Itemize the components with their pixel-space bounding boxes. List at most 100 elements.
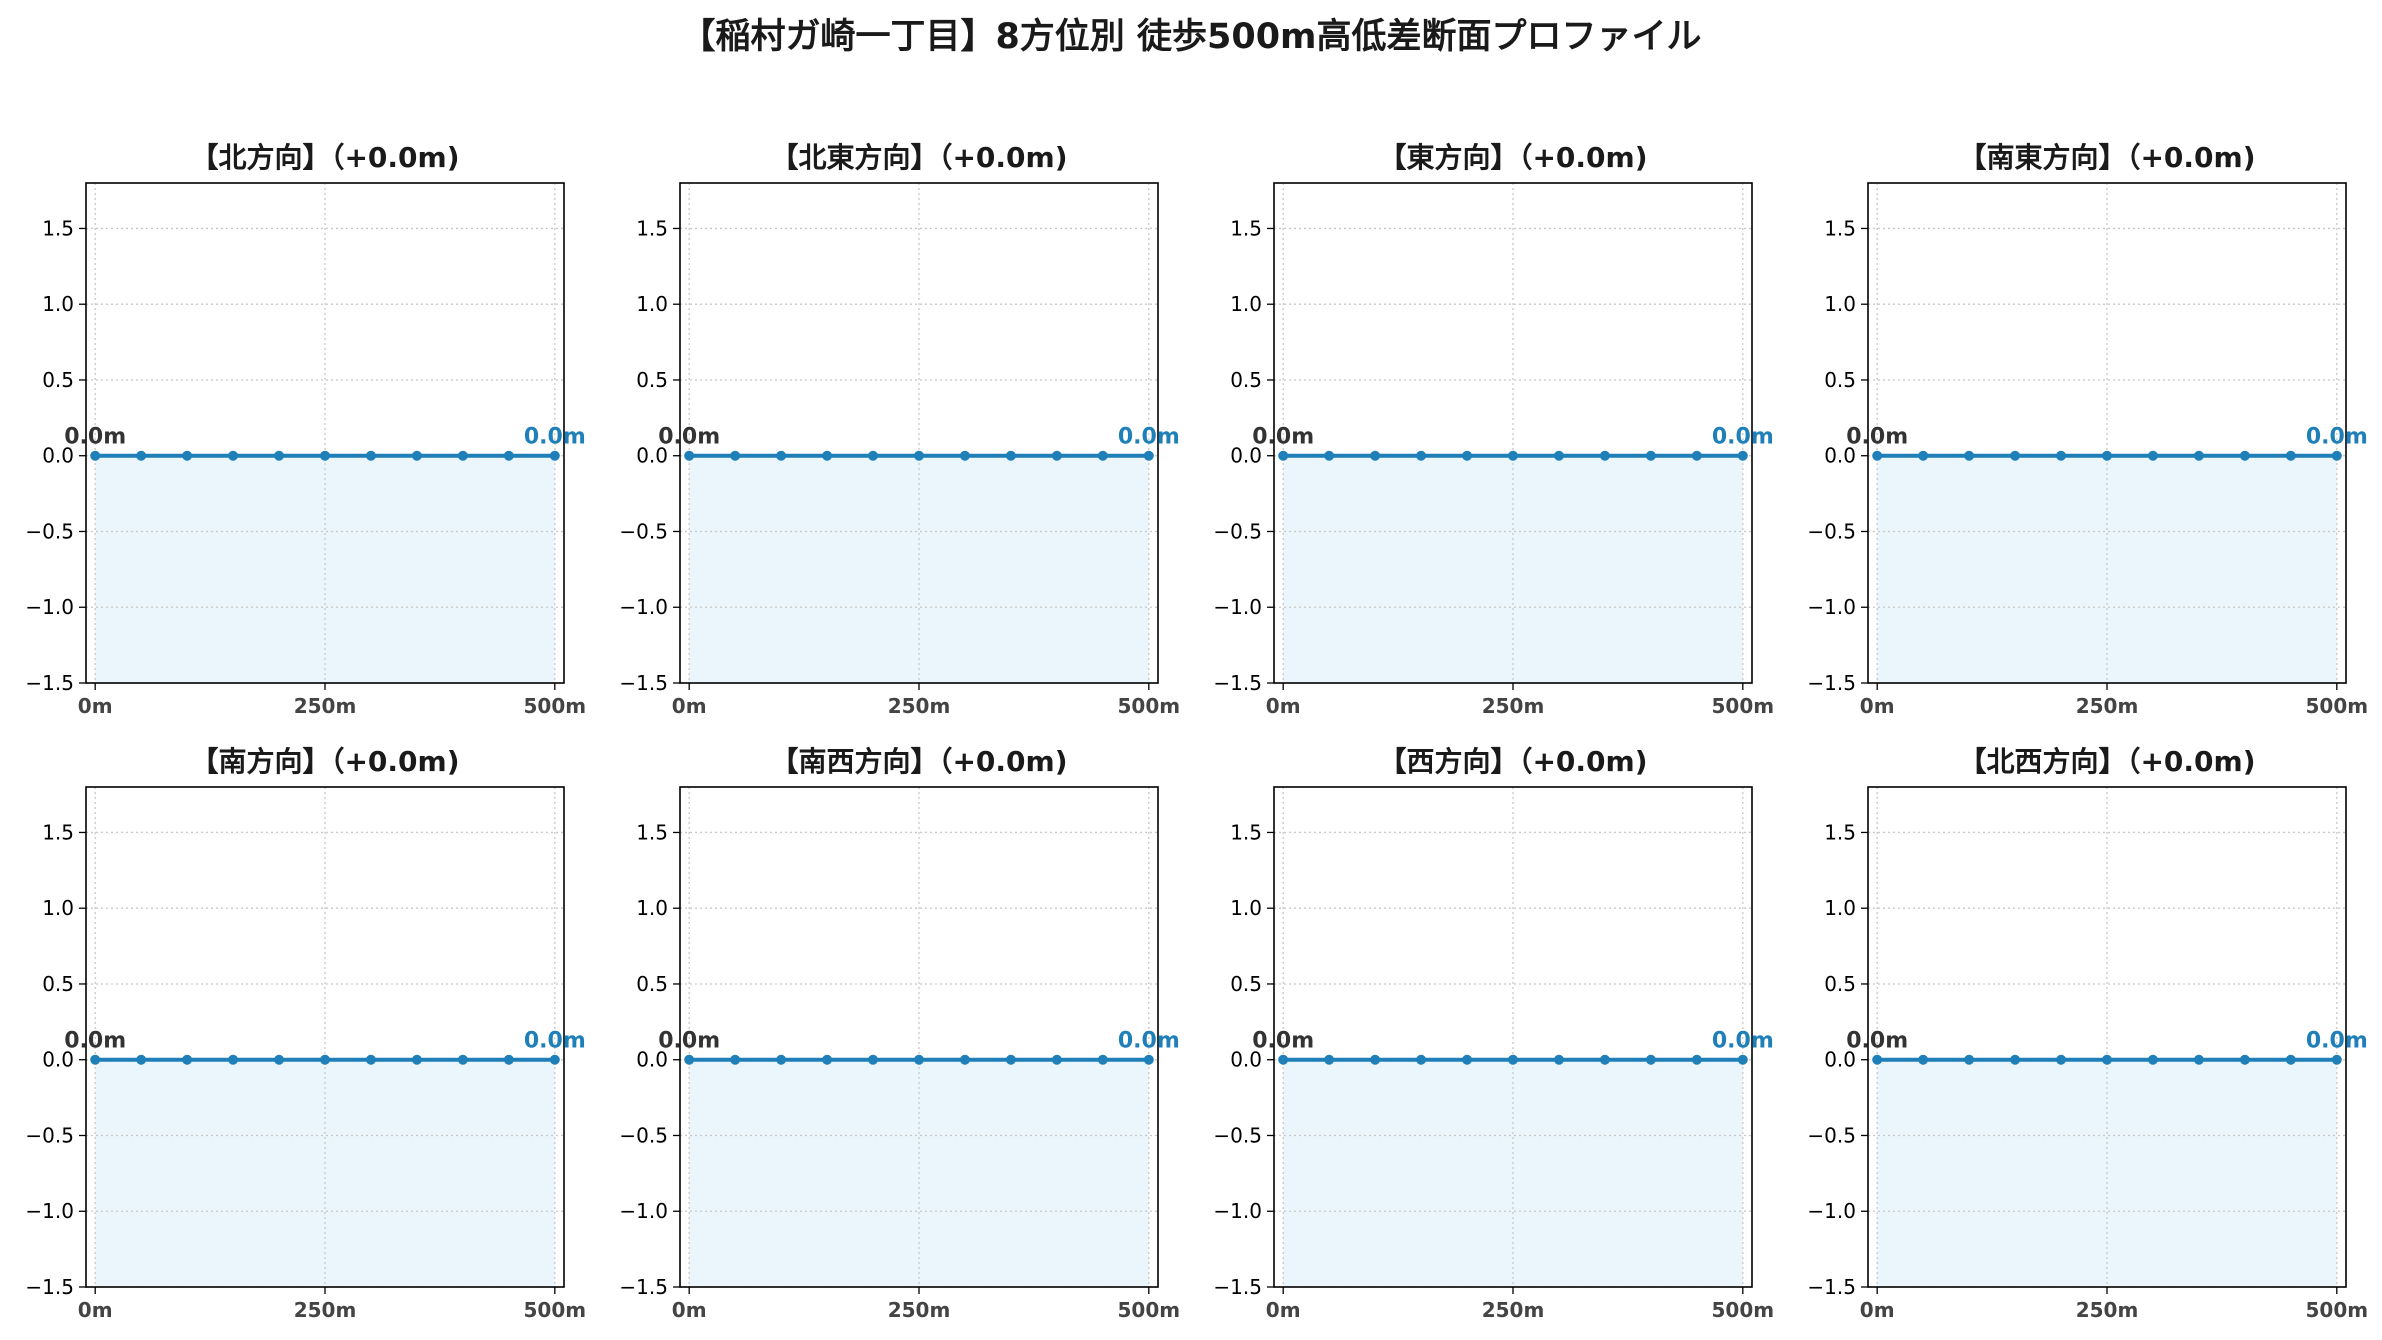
subplot: 【南東方向】（+0.0m) −1.5 −1.0 −0.5 0.0 0.5 1.0 1.5 0m 2… [1807,141,2368,718]
y-tick-label: −1.0 [1807,1199,1856,1223]
data-point [1097,1054,1108,1065]
y-tick-label: 1.0 [636,896,668,920]
data-point [1278,1054,1289,1065]
data-point [549,450,560,461]
x-tick-label: 500m [1712,694,1775,718]
y-tick-label: −0.5 [25,1123,74,1147]
y-tick-label: −1.5 [25,671,74,695]
y-tick-label: −1.0 [25,595,74,619]
data-point [90,450,101,461]
data-point [1416,450,1427,461]
subplot-title: 【北方向】（+0.0m) [190,141,459,174]
data-point [457,1054,468,1065]
y-tick-label: −1.0 [1213,595,1262,619]
data-point [2239,1054,2250,1065]
end-elevation-label: 0.0m [524,1029,586,1054]
data-point [1737,1054,1748,1065]
data-point [1872,1054,1883,1065]
x-tick-label: 0m [78,694,113,718]
end-elevation-label: 0.0m [1118,425,1180,450]
y-tick-label: 1.0 [1230,896,1262,920]
data-point [822,450,833,461]
y-tick-label: −1.5 [619,671,668,695]
data-point [2102,1054,2112,1065]
y-tick-label: 1.0 [1230,292,1262,316]
y-tick-label: 1.5 [1824,216,1856,240]
y-tick-label: −0.5 [619,519,668,543]
data-point [2193,1054,2204,1065]
y-tick-label: 0.5 [42,972,74,996]
data-point [320,1054,330,1065]
y-tick-label: −1.0 [25,1199,74,1223]
subplot: 【南方向】（+0.0m) −1.5 −1.0 −0.5 0.0 0.5 1.0 1.5 0m 25… [25,745,586,1322]
x-tick-label: 0m [1860,694,1895,718]
y-tick-label: 1.5 [1230,216,1262,240]
data-point [1553,450,1564,461]
data-point [1645,1054,1656,1065]
x-tick-label: 500m [1118,694,1181,718]
data-point [136,1054,147,1065]
data-point [457,450,468,461]
x-tick-label: 500m [2306,1298,2369,1322]
data-point [684,450,695,461]
subplot-title: 【南西方向】（+0.0m) [770,745,1067,778]
y-tick-label: −0.5 [25,519,74,543]
data-point [182,450,193,461]
y-tick-label: −0.5 [619,1123,668,1147]
y-tick-label: 0.5 [636,368,668,392]
end-elevation-label: 0.0m [1712,425,1774,450]
start-elevation-label: 0.0m [64,425,126,450]
data-point [1872,450,1883,461]
subplot: 【西方向】（+0.0m) −1.5 −1.0 −0.5 0.0 0.5 1.0 1.5 0m 25… [1213,745,1774,1322]
data-point [136,450,147,461]
x-tick-label: 250m [2076,1298,2139,1322]
y-tick-label: 0.5 [42,368,74,392]
y-tick-label: −0.5 [1213,519,1262,543]
data-point [1599,1054,1610,1065]
data-point [1737,450,1748,461]
data-point [959,450,970,461]
data-point [914,1054,924,1065]
y-tick-label: 1.5 [1230,820,1262,844]
data-point [182,1054,193,1065]
data-point [2239,450,2250,461]
data-point [868,1054,879,1065]
y-tick-label: −0.5 [1807,1123,1856,1147]
y-tick-label: 1.5 [636,820,668,844]
subplot: 【東方向】（+0.0m) −1.5 −1.0 −0.5 0.0 0.5 1.0 1.5 0m 25… [1213,141,1774,718]
data-point [274,1054,285,1065]
y-tick-label: 1.0 [1824,896,1856,920]
subplot-title: 【東方向】（+0.0m) [1378,141,1647,174]
data-point [1051,450,1062,461]
y-tick-label: 0.0 [42,1048,74,1072]
data-point [1005,1054,1016,1065]
y-tick-label: 1.0 [42,292,74,316]
data-point [1416,1054,1427,1065]
data-point [776,1054,787,1065]
y-tick-label: 1.5 [42,216,74,240]
data-point [2331,1054,2342,1065]
data-point [2285,450,2296,461]
data-point [868,450,879,461]
y-tick-label: 0.5 [1824,972,1856,996]
x-tick-label: 500m [1118,1298,1181,1322]
data-point [503,1054,514,1065]
data-point [1508,1054,1518,1065]
y-tick-label: −1.5 [619,1275,668,1299]
start-elevation-label: 0.0m [1252,1029,1314,1054]
x-tick-label: 500m [524,694,587,718]
data-point [1691,450,1702,461]
data-point [1370,1054,1381,1065]
data-point [822,1054,833,1065]
data-point [1918,450,1929,461]
x-tick-label: 500m [524,1298,587,1322]
end-elevation-label: 0.0m [1118,1029,1180,1054]
data-point [1599,450,1610,461]
data-point [228,1054,239,1065]
y-tick-label: 0.0 [636,444,668,468]
start-elevation-label: 0.0m [64,1029,126,1054]
data-point [1964,1054,1975,1065]
data-point [730,450,741,461]
subplot-title: 【南東方向】（+0.0m) [1958,141,2255,174]
data-point [1508,450,1518,461]
